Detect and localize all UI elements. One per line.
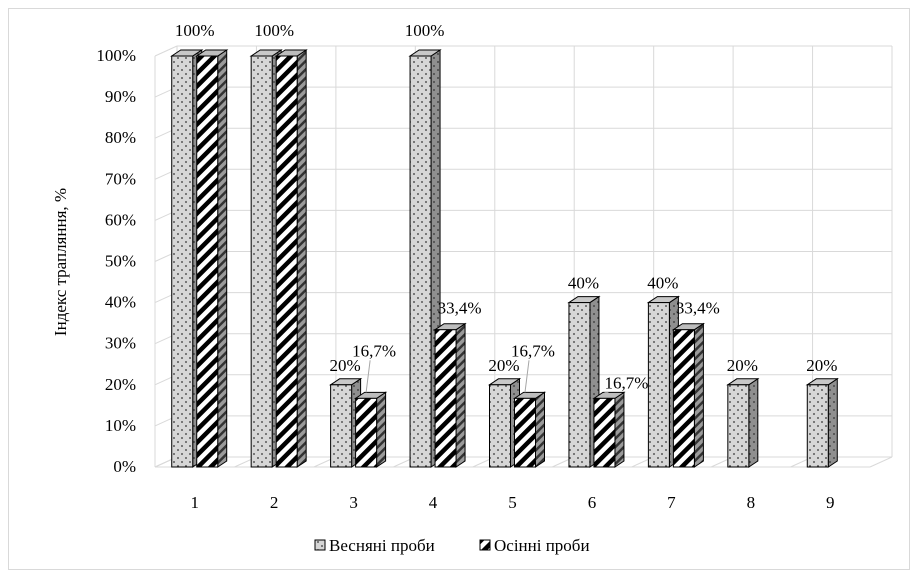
- bar-side: [455, 322, 466, 468]
- bar-front: [806, 384, 829, 468]
- bar-spring: [805, 377, 839, 468]
- bar-side: [827, 377, 838, 468]
- bar-front: [647, 302, 670, 468]
- bar-autumn: [592, 391, 626, 468]
- y-tick-label: 50%: [105, 252, 136, 271]
- bar-side: [217, 49, 228, 468]
- legend-item-autumn: Осінні проби: [479, 536, 590, 555]
- x-tick-label: 9: [826, 493, 835, 512]
- bar-side: [693, 322, 704, 468]
- y-tick-label: 0%: [113, 457, 136, 476]
- data-label: 100%: [175, 21, 215, 40]
- y-tick-label: 30%: [105, 334, 136, 353]
- axis-layer: 0% 10% 20% 30% 40% 50% 60% 70% 80% 90% 100% 1 2 3 4 5 6 7…: [51, 46, 870, 512]
- bar-front: [514, 397, 536, 468]
- legend-label: Осінні проби: [494, 536, 590, 555]
- bar-front: [409, 55, 432, 468]
- bar-front: [434, 329, 457, 468]
- data-label: 100%: [254, 21, 294, 40]
- x-tick-label: 6: [588, 493, 597, 512]
- bar-autumn: [433, 322, 467, 468]
- y-tick-label: 20%: [105, 375, 136, 394]
- bar-autumn: [195, 49, 229, 468]
- chart-frame: [8, 8, 910, 570]
- bar-autumn: [353, 391, 388, 468]
- y-tick-label: 90%: [105, 87, 136, 106]
- x-tick-label: 7: [667, 493, 676, 512]
- x-tick-label: 2: [270, 493, 279, 512]
- data-label: 16,7%: [604, 373, 648, 392]
- legend-item-spring: Весняні проби: [314, 536, 435, 555]
- bar-front: [568, 302, 591, 468]
- data-label: 40%: [568, 274, 599, 293]
- bar-front: [727, 384, 750, 468]
- y-tick-label: 100%: [96, 46, 136, 65]
- bar-side: [614, 391, 625, 468]
- data-label: 40%: [647, 274, 678, 293]
- bar-front: [196, 55, 219, 468]
- bar-front: [672, 329, 695, 468]
- x-tick-label: 4: [429, 493, 438, 512]
- floor-divider: [869, 456, 893, 468]
- bar-autumn: [671, 322, 706, 468]
- data-label: 20%: [806, 356, 837, 375]
- bar-front: [489, 384, 511, 468]
- data-label: 33,4%: [676, 299, 720, 318]
- bar-autumn: [274, 49, 308, 468]
- y-tick-label: 40%: [105, 293, 136, 312]
- data-label: 100%: [405, 21, 445, 40]
- bar-front: [593, 397, 616, 468]
- legend-label: Весняні проби: [329, 536, 435, 555]
- leader-line: [524, 360, 530, 393]
- data-label: 20%: [330, 356, 361, 375]
- data-label: 16,7%: [511, 341, 555, 360]
- bars-layer: [170, 49, 839, 468]
- bar-side: [376, 391, 387, 468]
- x-tick-label: 3: [349, 493, 358, 512]
- legend-swatch: [314, 539, 326, 551]
- data-label: 16,7%: [352, 341, 396, 360]
- data-label: 20%: [727, 356, 758, 375]
- leader-line: [365, 360, 371, 393]
- bar-front: [171, 55, 194, 468]
- gridline-slant: [154, 45, 178, 57]
- x-tick-label: 5: [508, 493, 517, 512]
- bar-front: [355, 397, 378, 468]
- bar-spring: [726, 377, 760, 468]
- bar-front: [275, 55, 298, 468]
- bar-front: [330, 384, 353, 468]
- y-tick-label: 10%: [105, 416, 136, 435]
- legend: Весняні проби Осінні проби: [314, 536, 590, 555]
- y-tick-label: 80%: [105, 128, 136, 147]
- data-label: 20%: [488, 356, 519, 375]
- y-tick-label: 70%: [105, 169, 136, 188]
- bar-front: [250, 55, 273, 468]
- bar-autumn: [512, 391, 547, 468]
- legend-swatch: [479, 539, 491, 551]
- x-tick-label: 8: [747, 493, 756, 512]
- data-labels-layer: 100% 100%20%16,7%100%33,4%20%16,7%40%16,7…: [175, 21, 837, 393]
- x-tick-label: 1: [190, 493, 199, 512]
- data-label: 33,4%: [438, 299, 482, 318]
- bar-spring: [567, 295, 601, 468]
- y-tick-label: 60%: [105, 210, 136, 229]
- y-axis-title: Індекс трапляння, %: [51, 188, 70, 336]
- bar-side: [535, 391, 545, 468]
- bar-side: [296, 49, 307, 468]
- bar-side: [748, 377, 759, 468]
